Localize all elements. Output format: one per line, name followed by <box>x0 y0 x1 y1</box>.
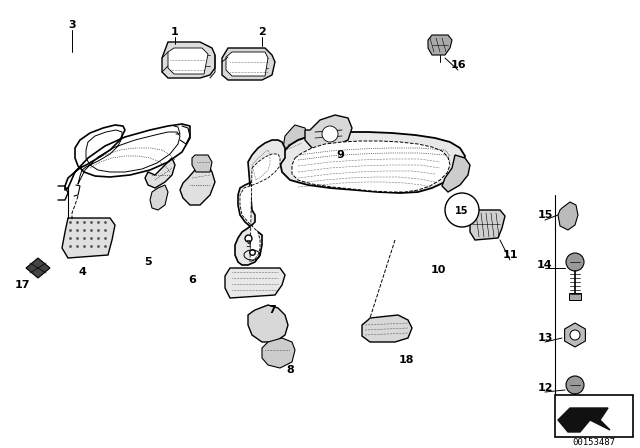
Polygon shape <box>305 115 352 148</box>
Polygon shape <box>225 268 285 298</box>
Polygon shape <box>150 185 168 210</box>
Text: 9: 9 <box>336 150 344 160</box>
Polygon shape <box>168 48 208 74</box>
Polygon shape <box>558 202 578 230</box>
Polygon shape <box>564 323 586 347</box>
Text: 11: 11 <box>502 250 518 260</box>
Circle shape <box>566 376 584 394</box>
Polygon shape <box>569 293 581 300</box>
Polygon shape <box>248 305 288 342</box>
Polygon shape <box>262 338 295 368</box>
Text: 13: 13 <box>538 333 553 343</box>
Polygon shape <box>222 48 275 80</box>
Polygon shape <box>362 315 412 342</box>
Polygon shape <box>162 42 215 78</box>
Polygon shape <box>192 155 212 172</box>
Text: 17: 17 <box>14 280 29 290</box>
Text: 4: 4 <box>78 267 86 277</box>
Polygon shape <box>442 155 470 192</box>
Text: 12: 12 <box>537 383 553 393</box>
Polygon shape <box>558 408 610 432</box>
Text: 18: 18 <box>398 355 413 365</box>
Circle shape <box>445 193 479 227</box>
Text: 3: 3 <box>245 240 251 249</box>
Polygon shape <box>292 141 450 192</box>
Polygon shape <box>280 132 465 193</box>
Text: 14: 14 <box>537 260 553 270</box>
Text: 16: 16 <box>450 60 466 70</box>
Text: 15: 15 <box>455 206 468 216</box>
Text: 1: 1 <box>171 27 179 37</box>
Circle shape <box>570 330 580 340</box>
Polygon shape <box>26 258 50 278</box>
Circle shape <box>566 253 584 271</box>
Polygon shape <box>470 210 505 240</box>
Text: 15: 15 <box>538 210 553 220</box>
Text: 6: 6 <box>188 275 196 285</box>
Polygon shape <box>428 35 452 55</box>
Text: 2: 2 <box>258 27 266 37</box>
Text: 8: 8 <box>286 365 294 375</box>
Text: 3: 3 <box>68 20 76 30</box>
Text: 5: 5 <box>144 257 152 267</box>
Polygon shape <box>145 158 175 188</box>
Text: 10: 10 <box>430 265 445 275</box>
Text: 7: 7 <box>268 305 276 315</box>
Polygon shape <box>235 140 285 265</box>
Circle shape <box>322 126 338 142</box>
Polygon shape <box>180 165 215 205</box>
Bar <box>555 395 633 437</box>
Polygon shape <box>62 218 115 258</box>
Text: 00153487: 00153487 <box>573 438 616 447</box>
Polygon shape <box>283 125 310 160</box>
Polygon shape <box>240 154 280 262</box>
Polygon shape <box>226 52 268 76</box>
